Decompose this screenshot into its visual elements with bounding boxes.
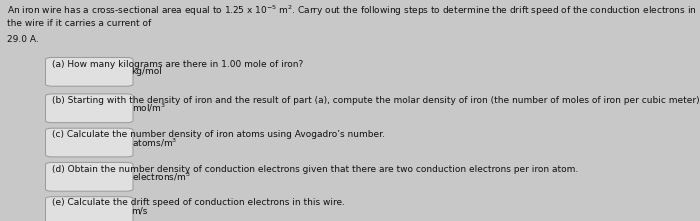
FancyBboxPatch shape	[46, 94, 133, 123]
FancyBboxPatch shape	[46, 162, 133, 191]
Text: 29.0 A.: 29.0 A.	[7, 35, 38, 44]
Text: (e) Calculate the drift speed of conduction electrons in this wire.: (e) Calculate the drift speed of conduct…	[52, 198, 346, 207]
Text: (c) Calculate the number density of iron atoms using Avogadro’s number.: (c) Calculate the number density of iron…	[52, 130, 386, 139]
Text: An iron wire has a cross-sectional area equal to 1.25 x 10$^{-5}$ m$^{2}$. Carry: An iron wire has a cross-sectional area …	[7, 3, 696, 28]
FancyBboxPatch shape	[46, 197, 133, 221]
FancyBboxPatch shape	[46, 128, 133, 157]
Text: (b) Starting with the density of iron and the result of part (a), compute the mo: (b) Starting with the density of iron an…	[52, 96, 700, 105]
FancyBboxPatch shape	[46, 57, 133, 86]
Text: m/s: m/s	[132, 207, 148, 215]
Text: electrons/m$^{3}$: electrons/m$^{3}$	[132, 171, 190, 183]
Text: (d) Obtain the number density of conduction electrons given that there are two c: (d) Obtain the number density of conduct…	[52, 165, 579, 174]
Text: atoms/m$^{3}$: atoms/m$^{3}$	[132, 136, 177, 149]
Text: (a) How many kilograms are there in 1.00 mole of iron?: (a) How many kilograms are there in 1.00…	[52, 60, 304, 69]
Text: kg/mol: kg/mol	[132, 67, 162, 76]
Text: mol/m$^{3}$: mol/m$^{3}$	[132, 102, 166, 114]
